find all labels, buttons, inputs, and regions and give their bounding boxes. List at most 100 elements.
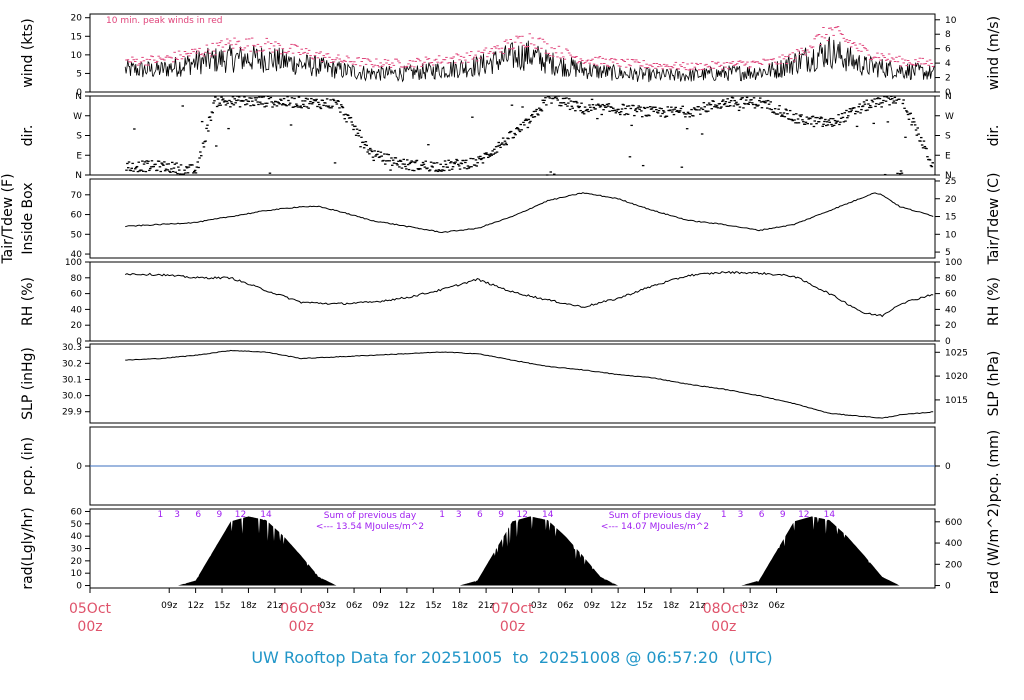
tick-label-temp-right: 10 [945, 230, 957, 240]
tick-label-rad-left: 30 [71, 545, 83, 555]
rad-hour-label: 1 [158, 510, 164, 520]
rad-hour-label: 12 [516, 510, 527, 520]
tick-label-rh-left: 40 [71, 305, 83, 315]
tick-label-slp-right: 1025 [945, 348, 968, 358]
rad-day-1 [178, 516, 337, 586]
rh-ylabel-right: RH (%) [986, 277, 1002, 326]
tick-label-rh-right: 40 [945, 305, 957, 315]
tick-label-temp-left: 70 [71, 191, 83, 201]
tick-label-temp-right: 15 [945, 213, 956, 223]
x-date-time-label: 00z [289, 619, 314, 635]
rad-hour-label: 12 [798, 510, 809, 520]
tick-label-rh-right: 0 [945, 337, 951, 347]
x-tick-label: 03z [320, 601, 336, 611]
x-date-label: 05Oct [69, 601, 112, 617]
tick-label-rh-right: 60 [945, 290, 957, 300]
slp-series [125, 349, 934, 419]
temp-ylabel-left-2: Inside Box [20, 182, 36, 254]
tick-label-wind-right: 6 [945, 45, 951, 55]
tick-label-slp-left: 30.3 [62, 343, 82, 353]
x-tick-label: 09z [161, 601, 177, 611]
tick-label-rad-left: 40 [71, 532, 83, 542]
tick-label-rh-left: 80 [71, 274, 83, 284]
x-tick-label: 03z [531, 601, 547, 611]
tick-label-rh-left: 100 [65, 258, 82, 268]
x-tick-label: 03z [742, 601, 758, 611]
tick-label-rh-left: 0 [76, 337, 82, 347]
tick-label-wind-right: 2 [945, 74, 951, 84]
tick-label-temp-left: 40 [71, 250, 83, 260]
rad-ylabel-left: rad(Lgly/hr) [20, 507, 36, 589]
tick-label-slp-left: 30.0 [62, 392, 82, 402]
tick-label-temp-right: 5 [945, 248, 951, 258]
tick-label-wind-left: 10 [71, 51, 83, 61]
tick-label-dir-right: W [945, 112, 954, 122]
tick-label-temp-right: 20 [945, 195, 957, 205]
tick-label-temp-right: 25 [945, 177, 956, 187]
temp-ylabel-right: Tair/Tdew (C) [986, 173, 1002, 266]
rad-hour-label: 6 [477, 510, 483, 520]
x-tick-label: 18z [452, 601, 468, 611]
tick-label-slp-left: 30.1 [62, 375, 82, 385]
tick-label-wind-right: 10 [945, 16, 957, 26]
tick-label-dir-right: S [945, 132, 951, 142]
x-tick-label: 18z [663, 601, 679, 611]
panel-frame-dir [89, 95, 936, 176]
rad-hour-label: 14 [824, 510, 836, 520]
wind-ylabel-left: wind (kts) [20, 18, 36, 87]
x-tick-label: 09z [584, 601, 600, 611]
tick-label-rh-left: 60 [71, 290, 83, 300]
tick-label-rh-left: 20 [71, 321, 83, 331]
tick-label-rad-left: 0 [76, 582, 82, 592]
panel-frame-rh [89, 261, 936, 342]
tick-label-slp-right: 1015 [945, 396, 968, 406]
tick-label-wind-right: 8 [945, 30, 951, 40]
tick-label-slp-left: 30.2 [62, 359, 82, 369]
tick-label-dir-right: N [945, 171, 952, 181]
rad-note-line1: Sum of previous day [324, 511, 417, 521]
pcp-ylabel-left: pcp. (in) [20, 437, 36, 495]
tick-label-pcp-left: 0 [76, 462, 82, 472]
x-date-time-label: 00z [500, 619, 525, 635]
rh-ylabel-left: RH (%) [20, 277, 36, 326]
tick-label-rad-left: 10 [71, 569, 83, 579]
slp-ylabel-left: SLP (inHg) [20, 347, 36, 420]
tick-label-dir-left: N [75, 92, 82, 102]
page-title: UW Rooftop Data for 20251005 to 20251008… [251, 648, 773, 667]
panel-frame-slp [89, 343, 936, 424]
tick-label-rad-left: 20 [71, 557, 83, 567]
tick-label-slp-left: 29.9 [62, 408, 82, 418]
x-tick-label: 09z [372, 601, 388, 611]
rad-day-3 [741, 516, 900, 586]
tick-label-rad-right: 0 [945, 582, 951, 592]
rad-note-line2: <--- 13.54 MJoules/m^2 [316, 522, 424, 532]
wind-peak-series [125, 26, 935, 71]
temp-series [125, 192, 934, 234]
x-tick-label: 12z [610, 601, 626, 611]
tick-label-temp-left: 60 [71, 211, 83, 221]
rad-hour-label: 3 [738, 510, 744, 520]
tick-label-wind-left: 15 [71, 32, 82, 42]
panel-frame-temp [89, 178, 936, 259]
tick-label-rad-right: 200 [945, 560, 962, 570]
tick-label-rh-right: 80 [945, 274, 957, 284]
tick-label-wind-right: 4 [945, 59, 951, 69]
tick-label-rh-right: 100 [945, 258, 962, 268]
tick-label-rad-left: 60 [71, 507, 83, 517]
rad-hour-label: 3 [456, 510, 462, 520]
x-date-time-label: 00z [711, 619, 736, 635]
x-tick-label: 15z [214, 601, 230, 611]
rad-hour-label: 14 [260, 510, 272, 520]
wind-speed-series [124, 36, 936, 83]
pcp-ylabel-right: pcp. (mm) [986, 430, 1002, 503]
x-tick-label: 12z [399, 601, 415, 611]
temp-ylabel-left: Tair/Tdew (F) [0, 173, 16, 264]
dir-ylabel-right: dir. [986, 125, 1002, 147]
x-tick-label: 21z [478, 601, 494, 611]
x-date-label: 07Oct [491, 601, 534, 617]
x-date-time-label: 00z [77, 619, 102, 635]
x-tick-label: 06z [346, 601, 362, 611]
rad-hour-label: 3 [174, 510, 180, 520]
tick-label-temp-left: 50 [71, 230, 83, 240]
tick-label-dir-right: N [945, 92, 952, 102]
